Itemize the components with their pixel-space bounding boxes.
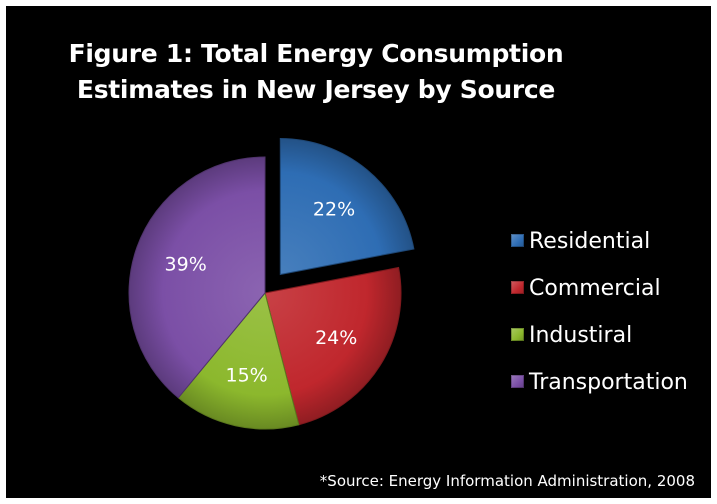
legend-label-industrial: Industiral [529, 323, 633, 348]
legend-item-transportation: Transportation [511, 367, 688, 414]
legend-item-commercial: Commercial [511, 273, 688, 320]
pie-slice-residential [279, 138, 415, 276]
legend-swatch-industrial [511, 328, 524, 341]
legend-label-commercial: Commercial [529, 276, 661, 301]
pie-slice-commercial [264, 266, 402, 426]
legend-item-residential: Residential [511, 226, 688, 273]
legend-label-transportation: Transportation [529, 370, 688, 395]
legend-label-residential: Residential [529, 229, 651, 254]
pie-chart: 22% 24% 15% 39% [128, 138, 415, 430]
data-label-commercial: 24% [315, 327, 357, 349]
chart-canvas: Figure 1: Total Energy Consumption Estim… [6, 6, 711, 498]
legend-item-industrial: Industiral [511, 320, 688, 367]
pie-slices [128, 138, 415, 430]
pie-slice-industiral [177, 291, 300, 430]
data-label-residential: 22% [313, 199, 355, 221]
chart-title-line-2: Estimates in New Jersey by Source [76, 75, 556, 104]
legend-swatch-residential [511, 234, 524, 247]
data-label-industiral: 15% [225, 364, 267, 386]
pie-slice-transportation [128, 156, 266, 399]
chart-legend: Residential Commercial Industiral Transp… [511, 226, 688, 414]
source-note: *Source: Energy Information Administrati… [319, 472, 695, 490]
data-label-transportation: 39% [165, 253, 207, 275]
chart-title: Figure 1: Total Energy Consumption Estim… [56, 36, 576, 108]
legend-swatch-transportation [511, 375, 524, 388]
chart-title-line-1: Figure 1: Total Energy Consumption [68, 39, 564, 68]
legend-swatch-commercial [511, 281, 524, 294]
pie-data-labels: 22% 24% 15% 39% [165, 199, 358, 387]
